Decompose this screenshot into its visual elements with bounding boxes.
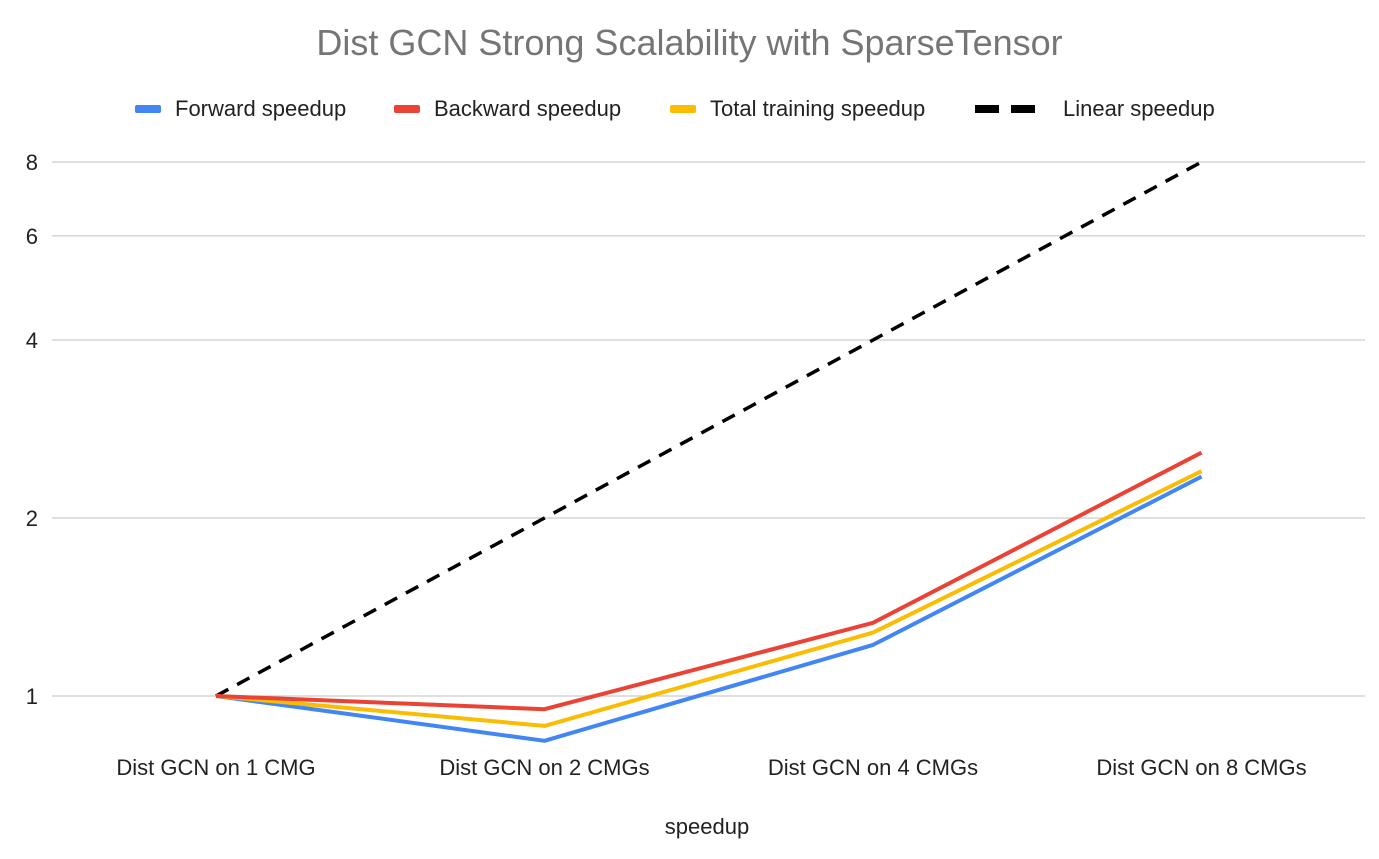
y-tick-label: 2 [26, 506, 38, 531]
x-axis-label: speedup [665, 814, 749, 839]
legend-swatch-linear [975, 105, 1035, 113]
chart-title: Dist GCN Strong Scalability with SparseT… [316, 22, 1063, 63]
series-line-linear-speedup [215, 160, 1203, 698]
series-line-forward-speedup [215, 474, 1203, 743]
legend-item-linear: Linear speedup [975, 94, 1215, 124]
legend-swatch-forward [135, 105, 161, 113]
x-tick-label: Dist GCN on 2 CMGs [439, 755, 649, 780]
y-tick-label: 1 [26, 684, 38, 709]
legend-label-total: Total training speedup [710, 96, 926, 121]
x-tick-label: Dist GCN on 4 CMGs [768, 755, 978, 780]
legend-swatch-total [670, 105, 696, 113]
legend-label-backward: Backward speedup [434, 96, 622, 121]
legend-item-total: Total training speedup [670, 94, 925, 124]
y-tick-label: 6 [26, 224, 38, 249]
x-tick-label: Dist GCN on 8 CMGs [1096, 755, 1306, 780]
legend-swatch-backward [394, 105, 420, 113]
series-line-total-training-speedup [215, 469, 1203, 728]
x-tick-label: Dist GCN on 1 CMG [116, 755, 315, 780]
legend-item-forward: Forward speedup [135, 94, 346, 124]
y-tick-label: 4 [26, 328, 38, 353]
legend-label-linear: Linear speedup [1063, 96, 1215, 121]
legend-item-backward: Backward speedup [394, 94, 621, 124]
legend-label-forward: Forward speedup [175, 96, 347, 121]
series-line-backward-speedup [215, 450, 1203, 712]
y-tick-label: 8 [26, 150, 38, 175]
legend: Forward speedup Backward speedup Total t… [0, 94, 1379, 124]
